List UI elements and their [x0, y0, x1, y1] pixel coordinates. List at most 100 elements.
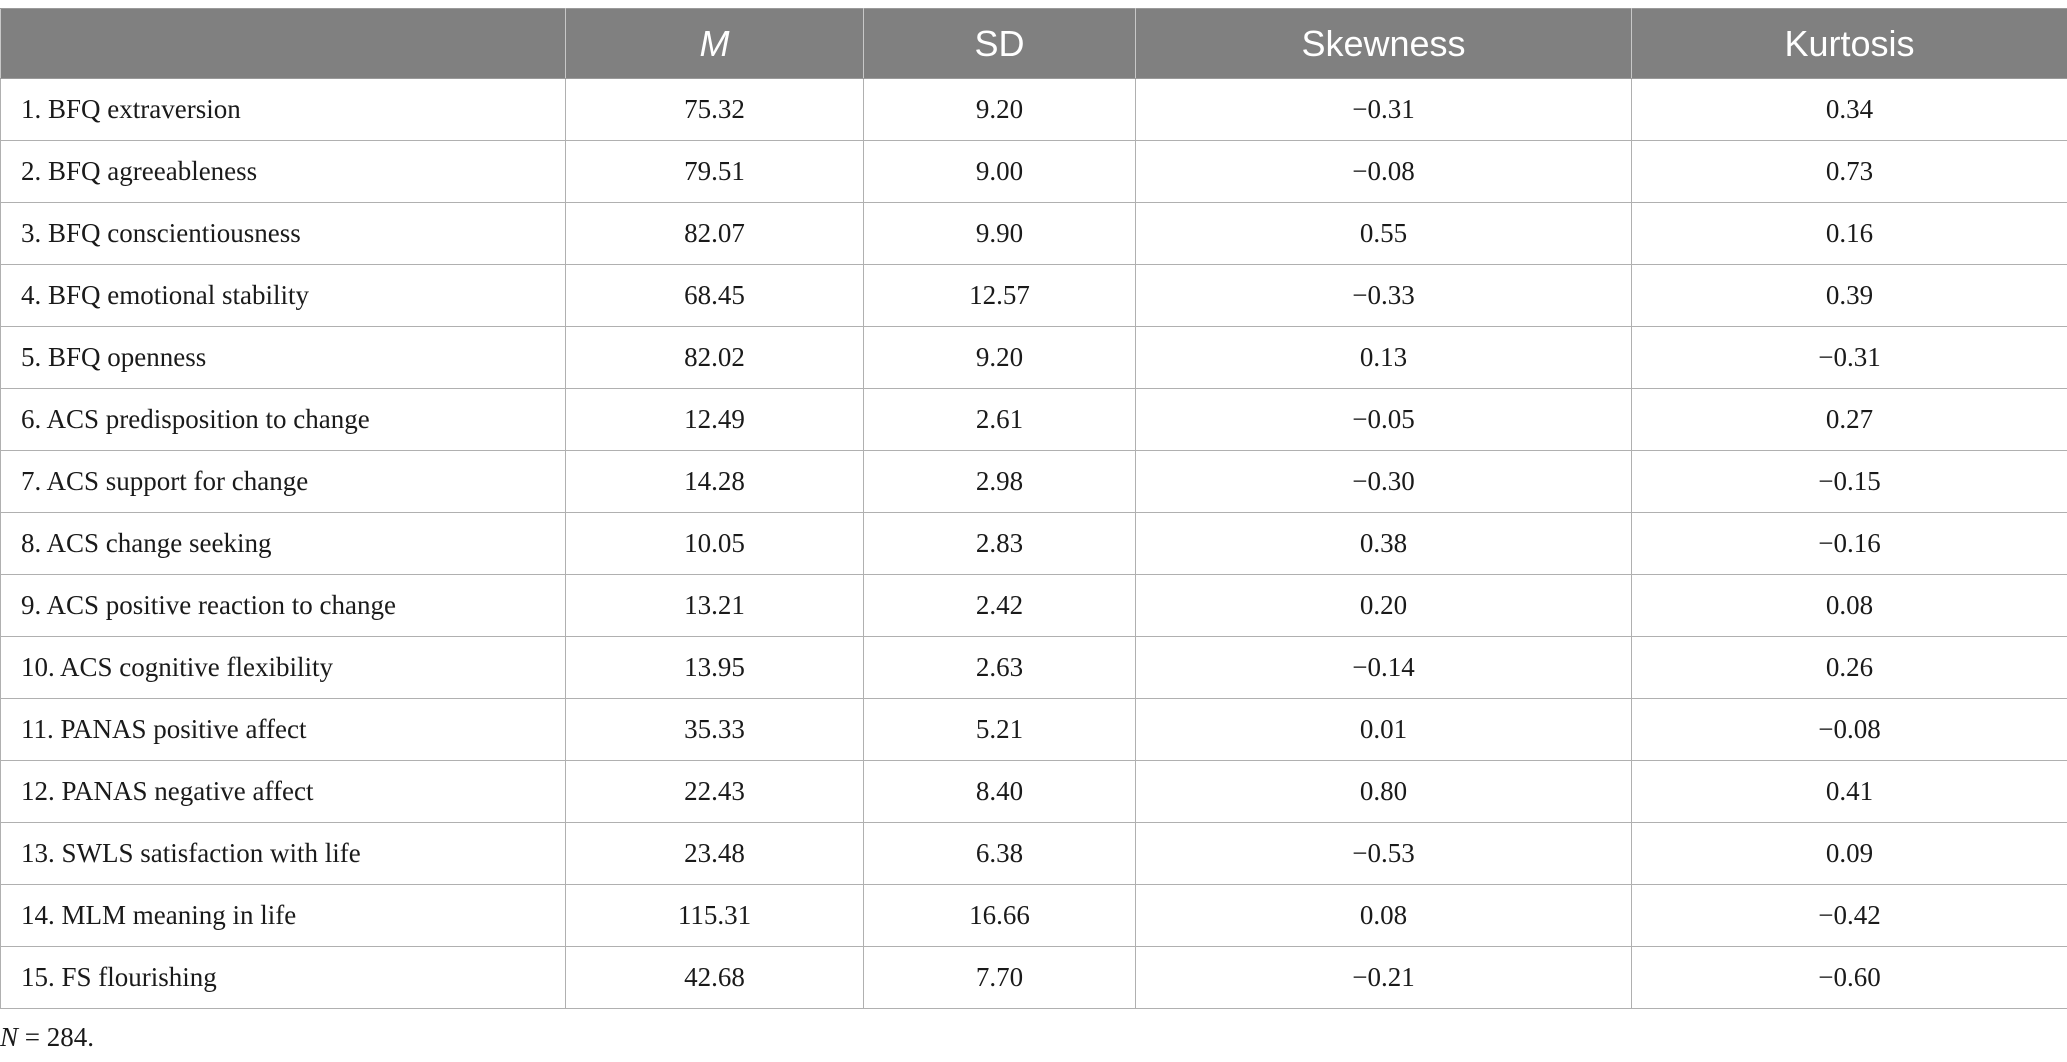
kurtosis-cell: −0.31 — [1631, 326, 2067, 389]
variable-cell: 2. BFQ agreeableness — [0, 140, 566, 203]
kurtosis-cell: 0.09 — [1631, 822, 2067, 885]
sd-cell: 7.70 — [863, 946, 1136, 1009]
skewness-cell: −0.53 — [1135, 822, 1632, 885]
mean-cell: 12.49 — [565, 388, 864, 451]
mean-cell: 35.33 — [565, 698, 864, 761]
variable-cell: 12. PANAS negative affect — [0, 760, 566, 823]
sd-cell: 2.42 — [863, 574, 1136, 637]
table-note: N = 284. — [0, 1022, 94, 1053]
kurtosis-cell: 0.34 — [1631, 78, 2067, 141]
skewness-cell: 0.20 — [1135, 574, 1632, 637]
variable-cell: 3. BFQ conscientiousness — [0, 202, 566, 265]
table-row: 9. ACS positive reaction to change 13.21 2… — [0, 574, 2067, 637]
sd-cell: 16.66 — [863, 884, 1136, 947]
kurtosis-cell: 0.39 — [1631, 264, 2067, 327]
descriptive-stats-table-container: M SD Skewness Kurtosis 1. BFQ extraversi… — [0, 8, 2067, 1009]
skewness-cell: 0.13 — [1135, 326, 1632, 389]
variable-cell: 11. PANAS positive affect — [0, 698, 566, 761]
mean-cell: 82.02 — [565, 326, 864, 389]
table-row: 5. BFQ openness 82.02 9.20 0.13 −0.31 — [0, 326, 2067, 389]
variable-cell: 1. BFQ extraversion — [0, 78, 566, 141]
mean-cell: 13.21 — [565, 574, 864, 637]
kurtosis-cell: −0.08 — [1631, 698, 2067, 761]
skewness-cell: 0.08 — [1135, 884, 1632, 947]
table-row: 10. ACS cognitive flexibility 13.95 2.63 −0… — [0, 636, 2067, 699]
mean-cell: 42.68 — [565, 946, 864, 1009]
sd-cell: 6.38 — [863, 822, 1136, 885]
table-row: 13. SWLS satisfaction with life 23.48 6.38… — [0, 822, 2067, 885]
skewness-cell: −0.14 — [1135, 636, 1632, 699]
skewness-cell: −0.21 — [1135, 946, 1632, 1009]
sd-cell: 2.63 — [863, 636, 1136, 699]
table-row: 2. BFQ agreeableness 79.51 9.00 −0.08 0.73 — [0, 140, 2067, 203]
sd-cell: 9.20 — [863, 326, 1136, 389]
mean-cell: 79.51 — [565, 140, 864, 203]
header-mean: M — [565, 8, 864, 79]
skewness-cell: 0.55 — [1135, 202, 1632, 265]
table-row: 11. PANAS positive affect 35.33 5.21 0.01 −0… — [0, 698, 2067, 761]
kurtosis-cell: −0.16 — [1631, 512, 2067, 575]
kurtosis-cell: 0.16 — [1631, 202, 2067, 265]
sd-cell: 2.61 — [863, 388, 1136, 451]
kurtosis-cell: 0.41 — [1631, 760, 2067, 823]
skewness-cell: −0.30 — [1135, 450, 1632, 513]
sd-cell: 9.90 — [863, 202, 1136, 265]
kurtosis-cell: 0.27 — [1631, 388, 2067, 451]
table-row: 7. ACS support for change 14.28 2.98 −0.30−… — [0, 450, 2067, 513]
note-symbol: N — [0, 1022, 19, 1052]
variable-cell: 15. FS flourishing — [0, 946, 566, 1009]
note-text: = 284. — [18, 1022, 94, 1052]
skewness-cell: −0.31 — [1135, 78, 1632, 141]
variable-cell: 13. SWLS satisfaction with life — [0, 822, 566, 885]
header-sd: SD — [863, 8, 1136, 79]
header-variable — [0, 8, 566, 79]
mean-cell: 14.28 — [565, 450, 864, 513]
mean-cell: 13.95 — [565, 636, 864, 699]
sd-cell: 8.40 — [863, 760, 1136, 823]
kurtosis-cell: 0.08 — [1631, 574, 2067, 637]
mean-cell: 68.45 — [565, 264, 864, 327]
variable-cell: 9. ACS positive reaction to change — [0, 574, 566, 637]
variable-cell: 10. ACS cognitive flexibility — [0, 636, 566, 699]
sd-cell: 12.57 — [863, 264, 1136, 327]
header-skewness: Skewness — [1135, 8, 1632, 79]
table-row: 14. MLM meaning in life 115.31 16.66 0.08 −0… — [0, 884, 2067, 947]
skewness-cell: −0.05 — [1135, 388, 1632, 451]
skewness-cell: 0.80 — [1135, 760, 1632, 823]
mean-cell: 10.05 — [565, 512, 864, 575]
header-kurtosis: Kurtosis — [1631, 8, 2067, 79]
table-row: 15. FS flourishing 42.68 7.70 −0.21 −0.60 — [0, 946, 2067, 1009]
table-row: 4. BFQ emotional stability 68.45 12.57 −0.3… — [0, 264, 2067, 327]
variable-cell: 14. MLM meaning in life — [0, 884, 566, 947]
sd-cell: 5.21 — [863, 698, 1136, 761]
skewness-cell: −0.08 — [1135, 140, 1632, 203]
mean-cell: 23.48 — [565, 822, 864, 885]
kurtosis-cell: 0.26 — [1631, 636, 2067, 699]
table-header-row: M SD Skewness Kurtosis — [0, 8, 2067, 79]
table-row: 1. BFQ extraversion 75.32 9.20 −0.31 0.34 — [0, 78, 2067, 141]
table-row: 3. BFQ conscientiousness 82.07 9.90 0.55 0.1… — [0, 202, 2067, 265]
kurtosis-cell: 0.73 — [1631, 140, 2067, 203]
sd-cell: 9.20 — [863, 78, 1136, 141]
variable-cell: 8. ACS change seeking — [0, 512, 566, 575]
kurtosis-cell: −0.15 — [1631, 450, 2067, 513]
sd-cell: 2.83 — [863, 512, 1136, 575]
skewness-cell: 0.38 — [1135, 512, 1632, 575]
sd-cell: 9.00 — [863, 140, 1136, 203]
variable-cell: 4. BFQ emotional stability — [0, 264, 566, 327]
descriptive-stats-table: M SD Skewness Kurtosis 1. BFQ extraversi… — [0, 8, 2067, 1009]
mean-cell: 82.07 — [565, 202, 864, 265]
skewness-cell: −0.33 — [1135, 264, 1632, 327]
table-body: 1. BFQ extraversion 75.32 9.20 −0.31 0.34 2. … — [0, 78, 2067, 1009]
variable-cell: 6. ACS predisposition to change — [0, 388, 566, 451]
sd-cell: 2.98 — [863, 450, 1136, 513]
kurtosis-cell: −0.42 — [1631, 884, 2067, 947]
skewness-cell: 0.01 — [1135, 698, 1632, 761]
mean-cell: 115.31 — [565, 884, 864, 947]
table-row: 6. ACS predisposition to change 12.49 2.61… — [0, 388, 2067, 451]
mean-cell: 22.43 — [565, 760, 864, 823]
table-row: 8. ACS change seeking 10.05 2.83 0.38 −0.16 — [0, 512, 2067, 575]
table-row: 12. PANAS negative affect 22.43 8.40 0.80 0.… — [0, 760, 2067, 823]
variable-cell: 7. ACS support for change — [0, 450, 566, 513]
kurtosis-cell: −0.60 — [1631, 946, 2067, 1009]
